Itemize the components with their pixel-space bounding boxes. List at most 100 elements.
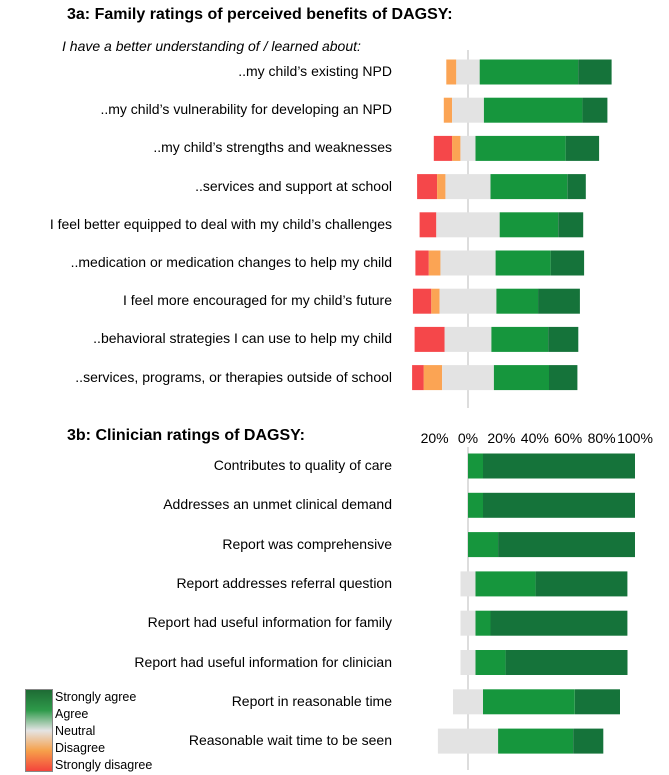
bar-segment-disagree	[431, 288, 440, 314]
chart-3b-bar-row	[468, 453, 635, 479]
bar-segment-strongly-disagree	[414, 326, 445, 352]
chart-3b-bar-row	[453, 689, 620, 715]
category-label: Reasonable wait time to be seen	[188, 732, 392, 749]
bar-segment-strongly-disagree	[417, 174, 438, 200]
category-label: I feel better equipped to deal with my c…	[49, 215, 392, 232]
chart-3a-title: 3a: Family ratings of perceived benefits…	[67, 6, 453, 23]
bar-segment-agree	[475, 571, 536, 597]
bar-segment-neutral	[436, 212, 500, 238]
chart-3a-subtitle: I have a better understanding of / learn…	[62, 38, 361, 54]
chart-3a-bar-row	[412, 365, 578, 391]
chart-3b-bar-row	[460, 650, 628, 675]
chart-3a-bar-row	[417, 174, 586, 200]
legend-strongly-disagree: Strongly disagree	[55, 758, 153, 772]
bar-segment-neutral	[460, 135, 476, 161]
bar-segment-strongly-agree	[578, 59, 612, 85]
bar-segment-strongly-agree	[535, 571, 628, 597]
bar-segment-strongly-agree	[567, 174, 586, 200]
bar-segment-strongly-agree	[483, 492, 635, 518]
bar-segment-strongly-agree	[490, 610, 628, 636]
bar-segment-strongly-agree	[538, 288, 580, 314]
category-label: ..services, programs, or therapies outsi…	[75, 368, 392, 385]
bar-segment-neutral	[460, 610, 476, 636]
legend-disagree: Disagree	[55, 741, 106, 755]
bar-segment-disagree	[443, 97, 453, 123]
bar-segment-disagree	[437, 174, 446, 200]
chart-3a-bar-row	[412, 288, 580, 314]
bar-segment-neutral	[460, 571, 476, 597]
category-label: Report had useful information for family	[147, 614, 392, 631]
bar-segment-strongly-agree	[548, 326, 579, 352]
category-label: Addresses an unmet clinical demand	[163, 496, 392, 513]
bar-segment-agree	[468, 492, 483, 518]
bar-segment-neutral	[442, 365, 494, 391]
x-tick-label: 60%	[554, 430, 582, 446]
bar-segment-agree	[475, 135, 566, 161]
bar-segment-agree	[475, 650, 506, 675]
bar-segment-strongly-agree	[573, 728, 604, 754]
bar-segment-strongly-agree	[574, 689, 620, 715]
bar-segment-strongly-agree	[505, 650, 628, 675]
bar-segment-strongly-agree	[549, 365, 578, 391]
category-label: I feel more encouraged for my child’s fu…	[123, 292, 392, 309]
category-label: Contributes to quality of care	[213, 457, 392, 473]
category-label: ..services and support at school	[195, 177, 392, 194]
bar-segment-agree	[498, 728, 574, 754]
bar-segment-strongly-disagree	[433, 135, 453, 161]
x-tick-label: 80%	[588, 430, 616, 446]
bar-segment-neutral	[440, 250, 496, 276]
bar-segment-neutral	[445, 174, 491, 200]
bar-segment-neutral	[444, 326, 492, 352]
bar-segment-agree	[493, 365, 549, 391]
legend-strongly-agree: Strongly agree	[55, 690, 137, 704]
chart-3a-bar-row	[415, 250, 585, 276]
bar-segment-agree	[495, 250, 551, 276]
bar-segment-strongly-disagree	[419, 212, 437, 238]
chart-3b-bar-row	[468, 492, 635, 518]
chart-3a-bar-row	[419, 212, 584, 238]
x-tick-label: 0%	[458, 430, 478, 446]
bar-segment-strongly-disagree	[412, 288, 432, 314]
category-label: ..my child’s vulnerability for developin…	[100, 101, 392, 118]
category-label: Report had useful information for clinic…	[134, 653, 392, 670]
bar-segment-agree	[491, 326, 549, 352]
x-tick-label: 100%	[617, 430, 653, 446]
chart-3a-bar-row	[414, 326, 579, 352]
chart-3a-bar-row	[433, 135, 600, 161]
bar-segment-neutral	[453, 689, 484, 715]
bar-segment-strongly-agree	[550, 250, 585, 276]
legend-neutral: Neutral	[55, 724, 96, 738]
bar-segment-neutral	[437, 728, 498, 754]
x-tick-label: 20%	[487, 430, 515, 446]
chart-3b-bar-row	[468, 532, 635, 558]
bar-segment-agree	[490, 174, 568, 200]
bar-segment-strongly-agree	[483, 453, 635, 479]
bar-segment-strongly-agree	[582, 97, 608, 123]
category-label: ..medication or medication changes to he…	[70, 254, 392, 270]
bar-segment-agree	[479, 59, 579, 85]
legend-agree: Agree	[55, 707, 89, 721]
category-label: ..behavioral strategies I can use to hel…	[93, 330, 392, 347]
bar-segment-disagree	[446, 59, 457, 85]
bar-segment-agree	[468, 453, 483, 479]
bar-segment-strongly-agree	[565, 135, 600, 161]
category-label: ..my child’s existing NPD	[238, 63, 392, 79]
x-tick-label: 20%	[421, 430, 449, 446]
chart-3a-bar-row	[443, 97, 608, 123]
bar-segment-neutral	[439, 288, 497, 314]
bar-segment-neutral	[456, 59, 480, 85]
bar-segment-strongly-disagree	[412, 365, 424, 391]
bar-segment-strongly-agree	[498, 532, 635, 558]
bar-segment-strongly-agree	[558, 212, 584, 238]
bar-segment-agree	[475, 610, 491, 636]
bar-segment-neutral	[460, 650, 476, 675]
category-label: ..my child’s strengths and weaknesses	[153, 139, 392, 156]
bar-segment-neutral	[452, 97, 484, 123]
chart-3b-bar-row	[437, 728, 604, 754]
bar-segment-disagree	[428, 250, 441, 276]
x-tick-label: 40%	[521, 430, 549, 446]
bar-segment-disagree	[423, 365, 443, 391]
category-label: Report in reasonable time	[231, 692, 392, 709]
chart-3a-bar-row	[446, 59, 612, 85]
